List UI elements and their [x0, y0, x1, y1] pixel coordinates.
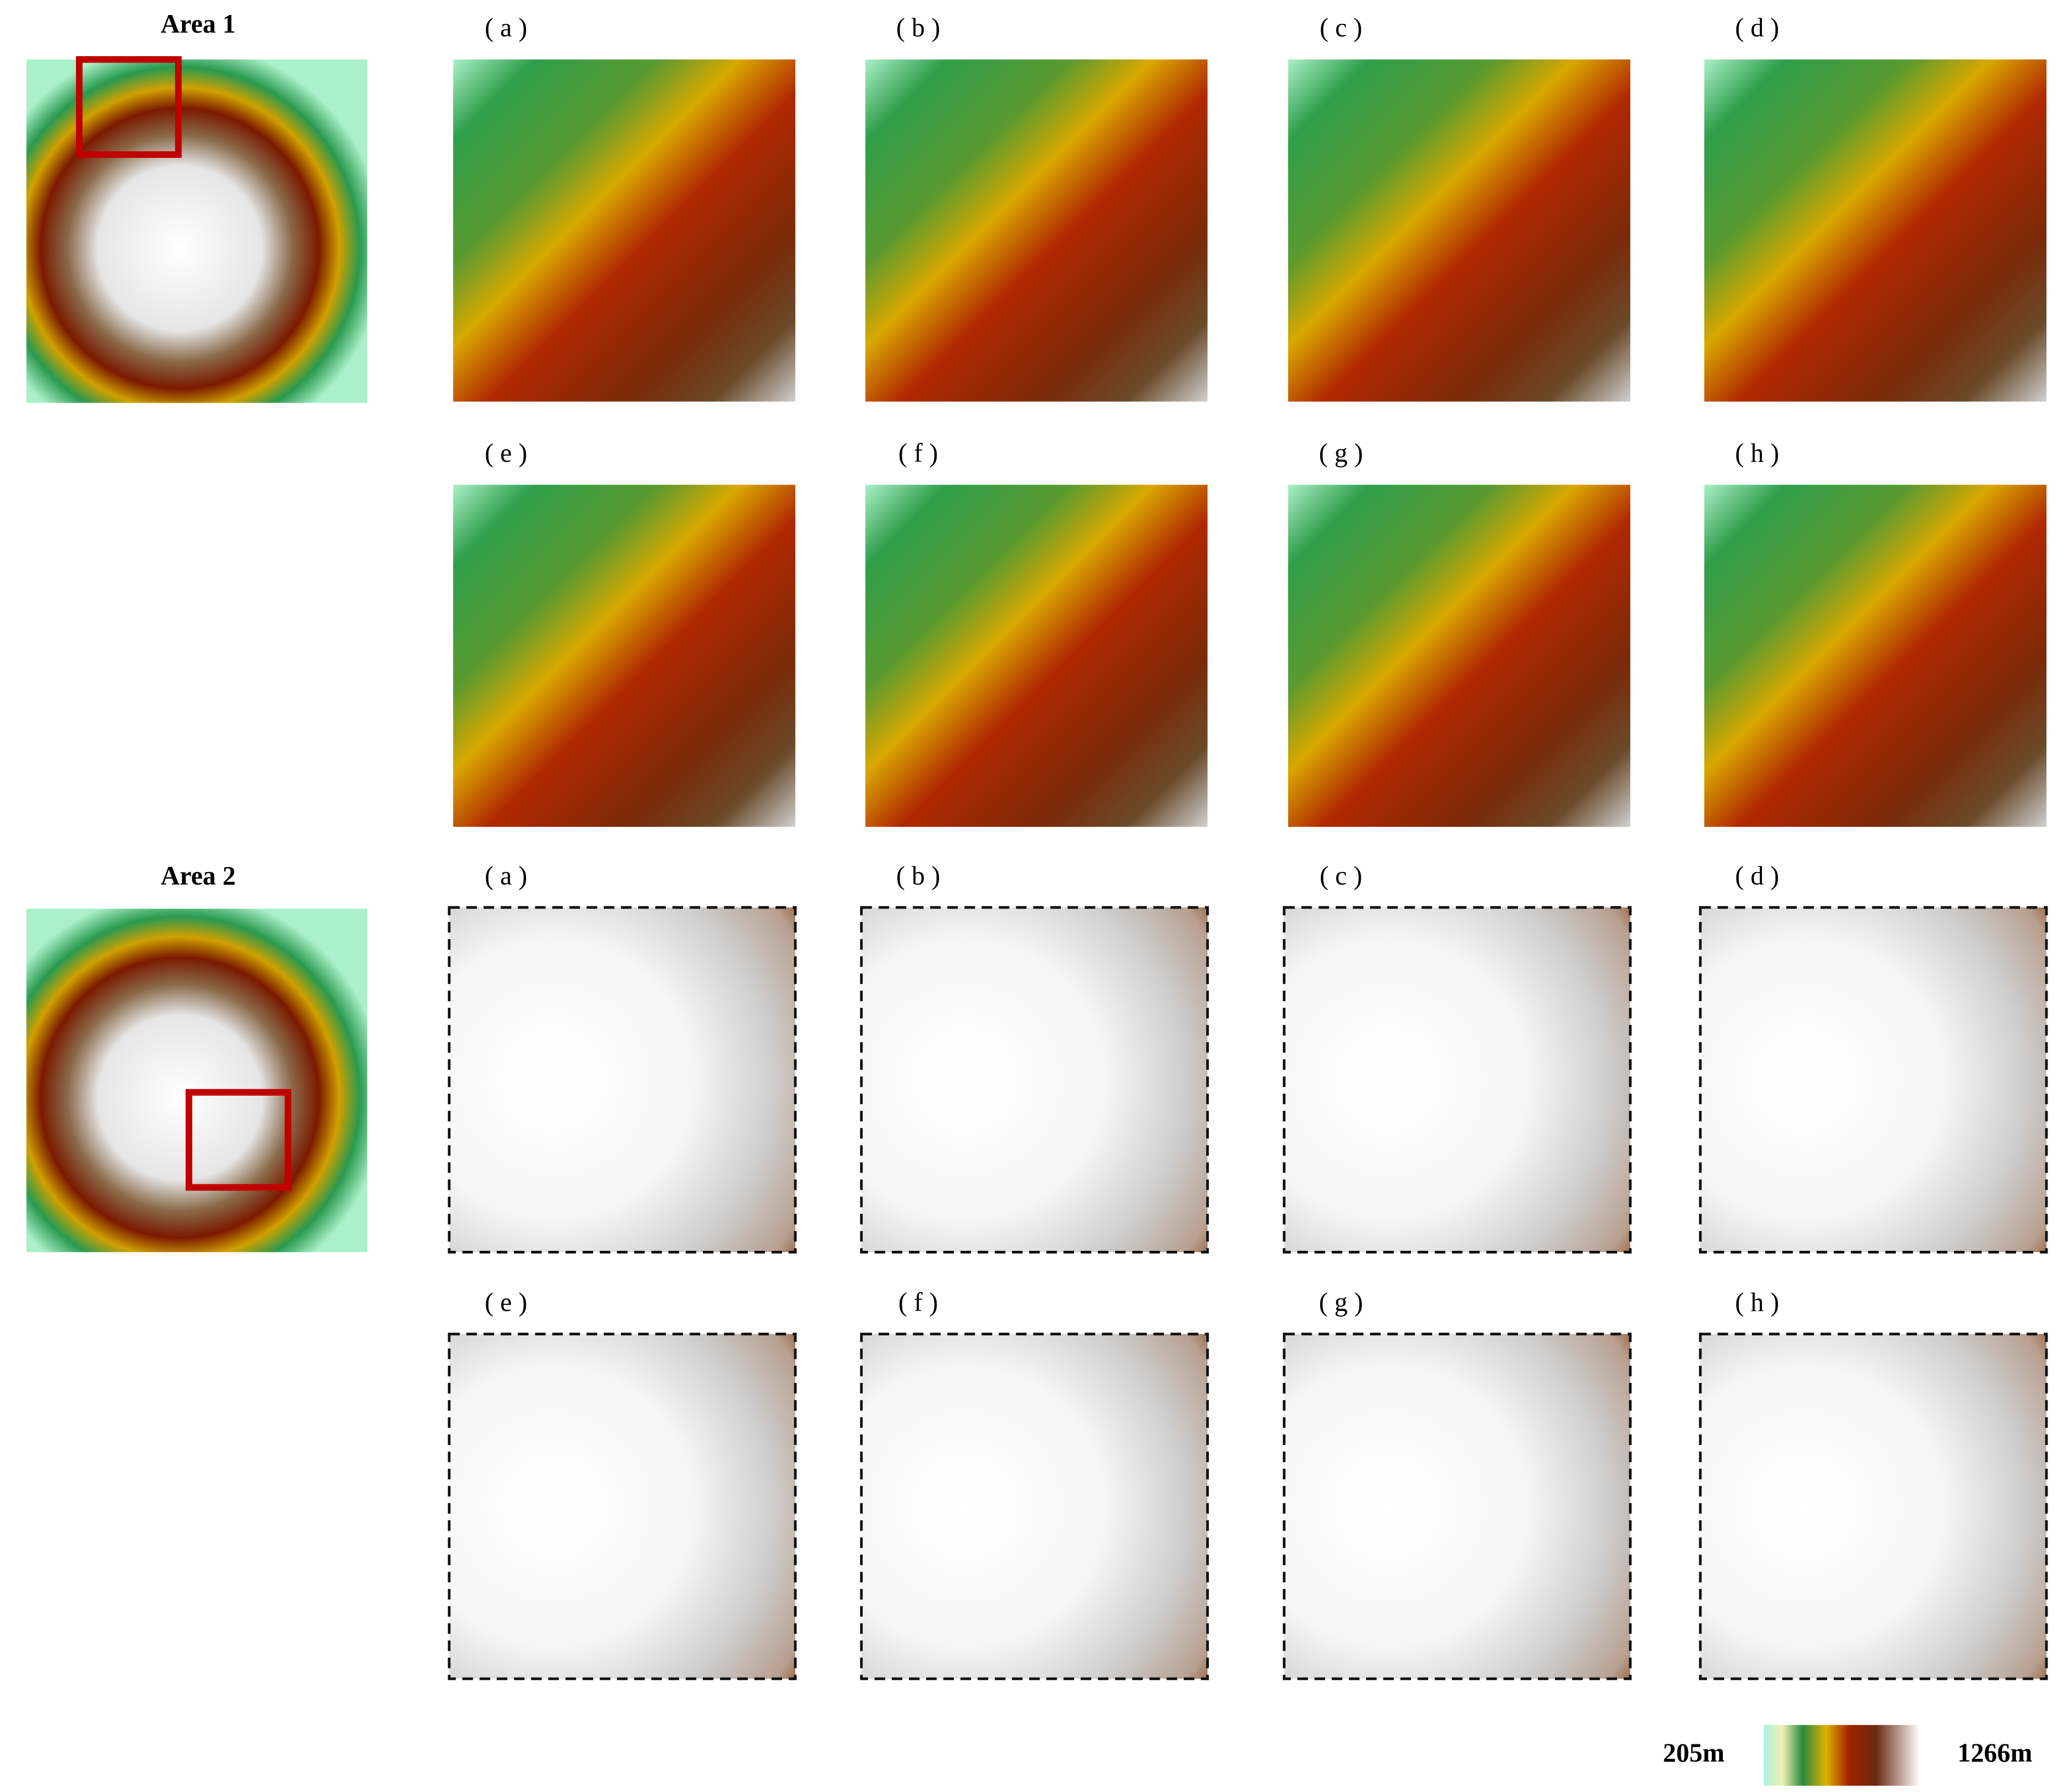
area-title: Area 1	[160, 9, 235, 39]
panel-label: ( g )	[1319, 438, 1363, 467]
panel-label: ( d )	[1735, 861, 1779, 890]
panel-label: ( e )	[485, 438, 527, 467]
dem-panel	[860, 906, 1209, 1253]
region-box	[186, 1089, 292, 1191]
panel-label: ( d )	[1735, 13, 1779, 42]
dem-panel	[1283, 1333, 1632, 1680]
panel-label: ( g )	[1319, 1288, 1363, 1317]
legend-min: 205m	[1663, 1738, 1725, 1767]
panel-label: ( c )	[1320, 13, 1362, 42]
dem-panel	[1704, 484, 2047, 827]
dem-panel	[865, 59, 1208, 402]
panel-label: ( f )	[899, 438, 938, 467]
dem-panel	[453, 484, 795, 827]
dem-panel	[1283, 906, 1632, 1253]
legend-max: 1266m	[1958, 1738, 2033, 1767]
dem-panel	[448, 1333, 797, 1680]
region-box	[76, 56, 182, 158]
overview-map	[26, 909, 367, 1252]
panel-label: ( f )	[899, 1288, 938, 1317]
dem-panel	[448, 906, 797, 1253]
panel-label: ( b )	[896, 861, 940, 890]
colorbar	[1764, 1725, 1920, 1786]
panel-label: ( b )	[896, 13, 940, 42]
dem-panel	[1288, 59, 1630, 402]
dem-panel	[453, 59, 795, 402]
area-title: Area 2	[160, 861, 235, 890]
panel-label: ( a )	[485, 13, 527, 42]
panel-label: ( h )	[1735, 1288, 1779, 1317]
dem-panel	[860, 1333, 1209, 1680]
overview-map	[26, 59, 367, 403]
dem-panel	[1699, 906, 2048, 1253]
dem-panel	[1288, 484, 1630, 827]
panel-label: ( h )	[1735, 438, 1779, 467]
dem-panel	[865, 484, 1208, 827]
panel-label: ( e )	[485, 1288, 527, 1317]
panel-label: ( c )	[1320, 861, 1362, 890]
panel-label: ( a )	[485, 861, 527, 890]
dem-panel	[1704, 59, 2047, 402]
dem-panel	[1699, 1333, 2048, 1680]
